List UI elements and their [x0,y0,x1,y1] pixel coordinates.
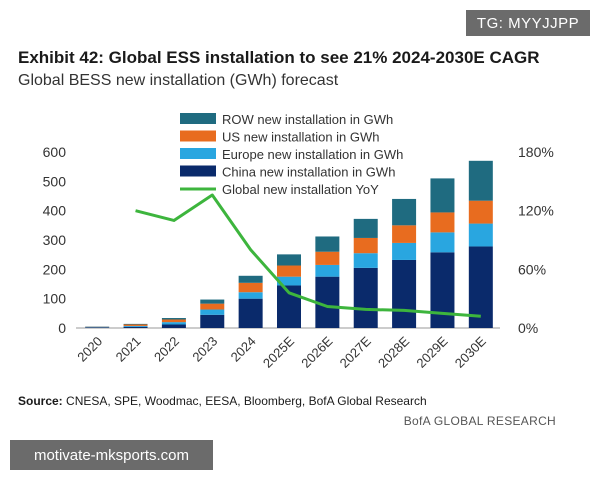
bar-row [353,218,378,238]
bar-europe [353,253,378,268]
y-right-tick-label: 180% [518,144,554,160]
bar-china [85,327,110,328]
bar-europe [238,292,263,299]
y-tick-label: 400 [43,203,67,219]
legend-label-row: ROW new installation in GWh [222,112,393,127]
bar-china [430,252,455,328]
chart-subtitle: Global BESS new installation (GWh) forec… [18,72,339,89]
bar-us [200,303,225,310]
legend-label-china: China new installation in GWh [222,165,395,180]
x-tick-label: 2030E [452,333,489,370]
brand-footer: BofA GLOBAL RESEARCH [403,414,556,428]
legend-swatch-row [180,113,216,124]
legend-label-yoy: Global new installation YoY [222,182,379,197]
bar-europe [277,276,301,286]
yoy-line-path [135,193,481,318]
bar-europe [468,223,493,247]
x-tick-label: 2021 [113,334,144,365]
bar-us [315,251,340,265]
chart-title: Exhibit 42: Global ESS installation to s… [18,48,540,67]
bar-row [161,318,186,320]
y-tick-label: 300 [43,232,67,248]
bar-row [123,323,148,325]
bar-row [392,198,417,226]
y-right-tick-label: 60% [518,261,546,277]
legend-swatch-europe [180,148,216,159]
bar-row [468,160,493,201]
yoy-line [135,193,481,318]
bar-us [238,282,263,293]
y-tick-label: 600 [43,144,67,160]
x-tick-label: 2027E [337,333,374,370]
bar-europe [315,264,340,277]
source-label: Source: [18,394,63,408]
legend-label-europe: Europe new installation in GWh [222,147,403,162]
y-tick-label: 200 [43,261,67,277]
bar-china [200,314,225,328]
x-tick-label: 2029E [413,333,450,370]
bar-china [161,324,186,328]
bar-europe [392,242,417,260]
bar-us [430,212,455,233]
bar-row [277,254,301,266]
bar-china [392,259,417,328]
legend: ROW new installation in GWh US new instal… [180,112,403,197]
bars [85,160,493,328]
bar-us [161,319,186,323]
x-tick-label: 2028E [375,333,412,370]
bar-us [353,237,378,254]
bar-us [468,200,493,224]
x-tick-label: 2025E [260,333,297,370]
bar-us [392,225,417,243]
x-tick-label: 2024 [228,334,259,365]
x-tick-label: 2020 [74,334,105,365]
bar-row [315,236,340,252]
y-tick-label: 0 [58,320,66,336]
bar-us [277,265,301,277]
watermark-top: TG: MYYJJPP [466,10,590,36]
y-right-tick-label: 0% [518,320,538,336]
legend-label-us: US new installation in GWh [222,130,380,145]
watermark-bottom: motivate-mksports.com [10,440,213,470]
bar-europe [123,325,148,327]
bar-europe [430,232,455,253]
legend-swatch-china [180,165,216,177]
source-note: Source: CNESA, SPE, Woodmac, EESA, Bloom… [18,394,427,408]
bar-china [238,298,263,328]
legend-swatch-us [180,130,216,142]
bar-row [238,275,263,283]
bar-us [123,324,148,326]
bar-row [430,178,455,213]
y-right-tick-label: 120% [518,203,554,219]
y-tick-label: 100 [43,291,67,307]
bar-europe [200,309,225,315]
x-tick-label: 2026E [298,333,335,370]
bar-europe [161,322,186,325]
chart: 0 100 200 300 400 500 600 0% 60% 120% 180% 2020 2021… [43,112,554,371]
source-text: CNESA, SPE, Woodmac, EESA, Bloomberg, Bo… [66,394,427,408]
bar-china [353,267,378,328]
x-tick-label: 2023 [189,334,220,365]
bar-row [200,299,225,304]
bar-china [123,326,148,328]
y-tick-label: 500 [43,173,67,189]
x-tick-label: 2022 [151,334,182,365]
